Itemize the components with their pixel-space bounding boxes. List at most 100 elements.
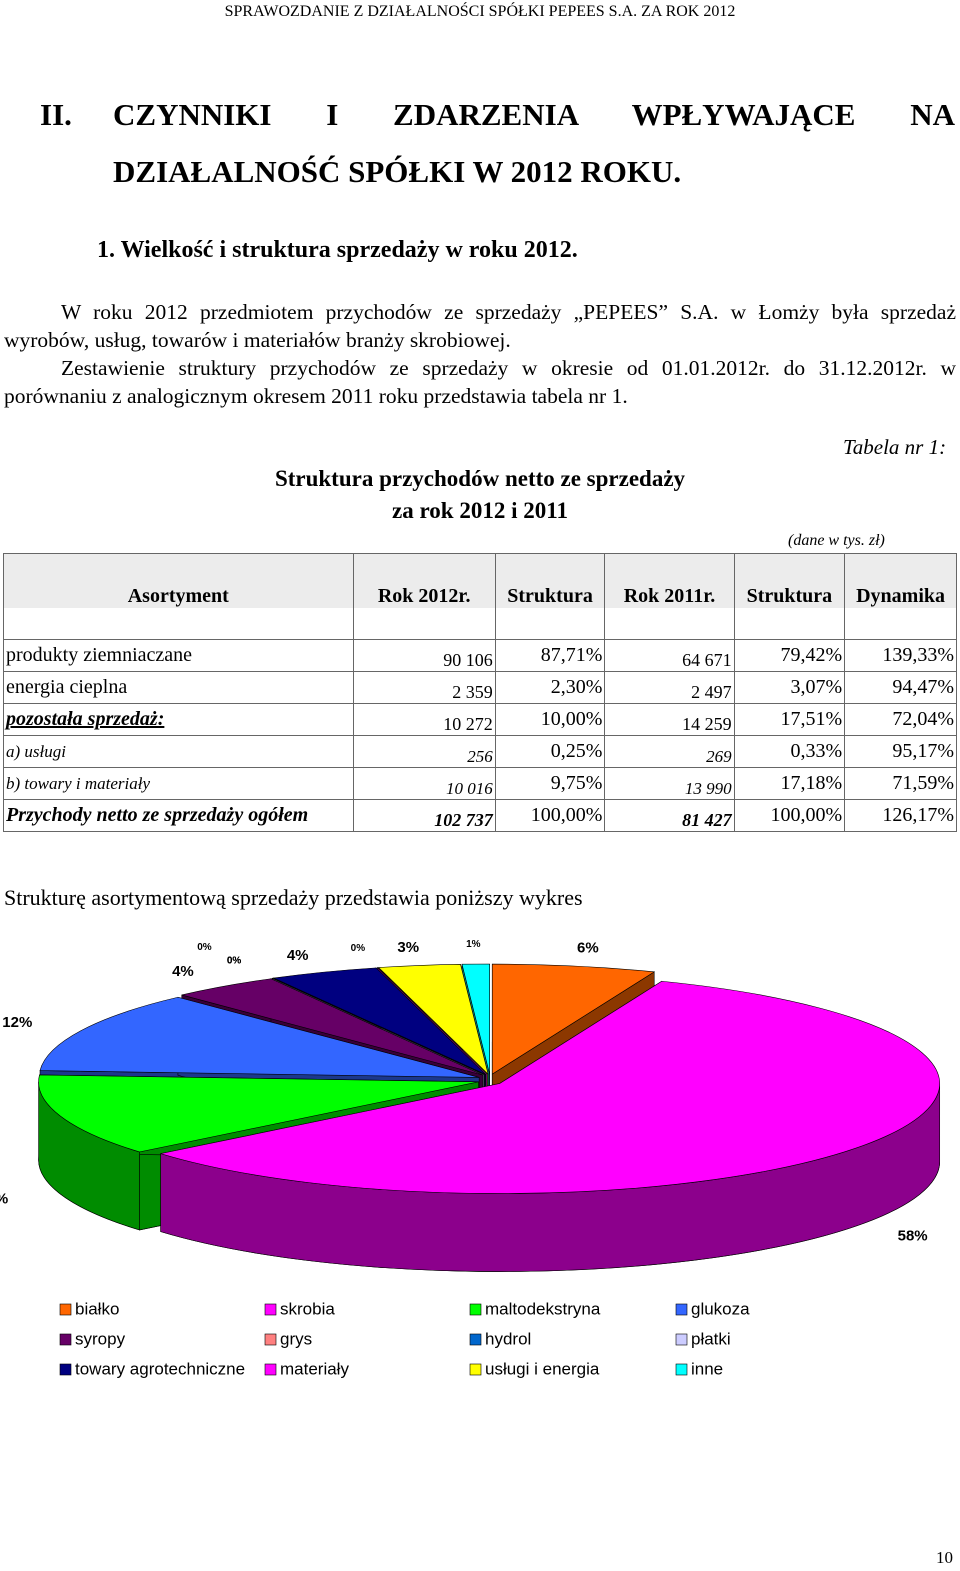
- table-label: Tabela nr 1:: [843, 435, 947, 459]
- slice: [39, 996, 480, 1078]
- blank-cell: [604, 608, 735, 640]
- legend-swatch: [59, 1303, 72, 1316]
- table-unit: (dane w tys. zł): [788, 532, 885, 549]
- legend-label: towary agrotechniczne: [75, 1359, 245, 1378]
- table-cell: produkty ziemniaczane: [3, 639, 354, 672]
- header-cell: Struktura: [494, 553, 606, 608]
- data-label: 6%: [577, 940, 599, 957]
- legend-label: materiały: [280, 1359, 349, 1378]
- table-row: energia cieplna 2 359 2,30% 2 497 3,07% 94,47…: [3, 671, 957, 704]
- data-label: 0%: [227, 956, 242, 967]
- header-cell: Dynamika: [844, 553, 957, 608]
- legend-label: glukoza: [691, 1299, 750, 1318]
- table-cell: 2 497: [604, 671, 735, 704]
- legend-swatch: [264, 1333, 277, 1346]
- data-label: 1%: [466, 939, 481, 950]
- legend-swatch: [469, 1303, 482, 1316]
- legend-label: płatki: [691, 1329, 731, 1348]
- table-title-line: Struktura przychodów netto ze sprzedaży: [274, 466, 686, 491]
- table-cell: 10 016: [352, 767, 496, 800]
- table: Asortyment Rok 2012r. Struktura Rok 2011r. S…: [3, 553, 957, 832]
- table-cell: 3,07%: [733, 671, 846, 704]
- table-row: pozostała sprzedaż: 10 272 10,00% 14 259 17,…: [3, 703, 957, 736]
- data-label: 12%: [0, 1190, 8, 1207]
- section-title: CZYNNIKI I ZDARZENIA WPŁYWAJĄCE NA DZIAŁ…: [113, 97, 955, 189]
- table-cell: 2,30%: [494, 671, 606, 704]
- legend-swatch: [264, 1303, 277, 1316]
- table-cell: 17,51%: [733, 703, 846, 736]
- table-cell: 126,17%: [844, 799, 957, 832]
- table-cell: b) towary i materiały: [3, 767, 354, 800]
- data-label: 0%: [351, 943, 366, 954]
- paragraph: Zestawienie struktury przychodów ze sprz…: [4, 356, 956, 408]
- header-row: Asortyment Rok 2012r. Struktura Rok 2011r. S…: [3, 553, 957, 608]
- table-cell: 0,25%: [494, 735, 606, 768]
- table-cell: 64 671: [604, 639, 735, 672]
- paragraph: W roku 2012 przedmiotem przychodów ze sp…: [4, 300, 956, 352]
- subsection-title: 1. Wielkość i struktura sprzedaży w roku…: [97, 237, 578, 263]
- header-cell: Rok 2011r.: [604, 553, 735, 608]
- legend-label: grys: [280, 1329, 312, 1348]
- legend-swatch: [675, 1303, 688, 1316]
- slice: [38, 1074, 479, 1153]
- table-cell: 87,71%: [494, 639, 606, 672]
- data-label: 12%: [2, 1014, 32, 1031]
- legend-label: syropy: [75, 1329, 126, 1348]
- legend-swatch: [59, 1363, 72, 1376]
- table-row: b) towary i materiały 10 016 9,75% 13 990 17…: [3, 767, 957, 800]
- legend-swatch: [264, 1363, 277, 1376]
- slice: [181, 978, 484, 1076]
- table-cell: pozostała sprzedaż:: [3, 703, 354, 736]
- table-title-line: za rok 2012 i 2011: [392, 498, 568, 523]
- legend-label: skrobia: [280, 1299, 335, 1318]
- table-cell: 72,04%: [844, 703, 957, 736]
- data-label: 3%: [397, 939, 419, 956]
- table-cell: 102 737: [352, 799, 496, 832]
- slice: [461, 963, 490, 1075]
- table-cell: 13 990: [604, 767, 735, 800]
- table-cell: 139,33%: [844, 639, 957, 672]
- slice: [491, 963, 656, 1075]
- table-cell: 71,59%: [844, 767, 957, 800]
- section-number: II.: [40, 97, 72, 132]
- data-label: 4%: [172, 963, 194, 980]
- legend-swatch: [469, 1333, 482, 1346]
- blank-row: [3, 608, 957, 640]
- data-label: 4%: [287, 947, 309, 964]
- legend-label: maltodekstryna: [485, 1299, 601, 1318]
- data-label: 0%: [227, 956, 242, 967]
- page-number: 10: [936, 1548, 953, 1567]
- table-cell: 94,47%: [844, 671, 957, 704]
- table-cell: 81 427: [604, 799, 735, 832]
- legend-label: usługi i energia: [485, 1359, 600, 1378]
- table-title: Struktura przychodów netto ze sprzedaży …: [180, 463, 780, 527]
- chart-caption: Strukturę asortymentową sprzedaży przeds…: [4, 885, 583, 910]
- slice: [160, 980, 941, 1194]
- table-cell: 10 272: [352, 703, 496, 736]
- legend-swatch: [675, 1333, 688, 1346]
- header-cell: Asortyment: [3, 553, 354, 608]
- table-cell: Przychody netto ze sprzedaży ogółem: [3, 799, 354, 832]
- slice: [272, 967, 486, 1075]
- table-cell: 100,00%: [733, 799, 846, 832]
- data-label: 0%: [197, 942, 212, 953]
- legend-swatch: [675, 1363, 688, 1376]
- table-cell: 2 359: [352, 671, 496, 704]
- table-cell: 79,42%: [733, 639, 846, 672]
- table-row: Przychody netto ze sprzedaży ogółem 102 7…: [3, 799, 957, 832]
- legend-label: białko: [75, 1299, 119, 1318]
- slice: [378, 963, 489, 1076]
- table-cell: a) usługi: [3, 735, 354, 768]
- legend-swatch: [59, 1333, 72, 1346]
- table-cell: 10,00%: [494, 703, 606, 736]
- table-cell: 0,33%: [733, 735, 846, 768]
- legend-swatch: [469, 1363, 482, 1376]
- legend-label: inne: [691, 1359, 723, 1378]
- running-header: SPRAWOZDANIE Z DZIAŁALNOŚCI SPÓŁKI PEPEE…: [224, 3, 736, 20]
- table-cell: 14 259: [604, 703, 735, 736]
- header-cell: Rok 2012r.: [352, 553, 496, 608]
- data-label: 58%: [898, 1227, 928, 1244]
- table-cell: energia cieplna: [3, 671, 354, 704]
